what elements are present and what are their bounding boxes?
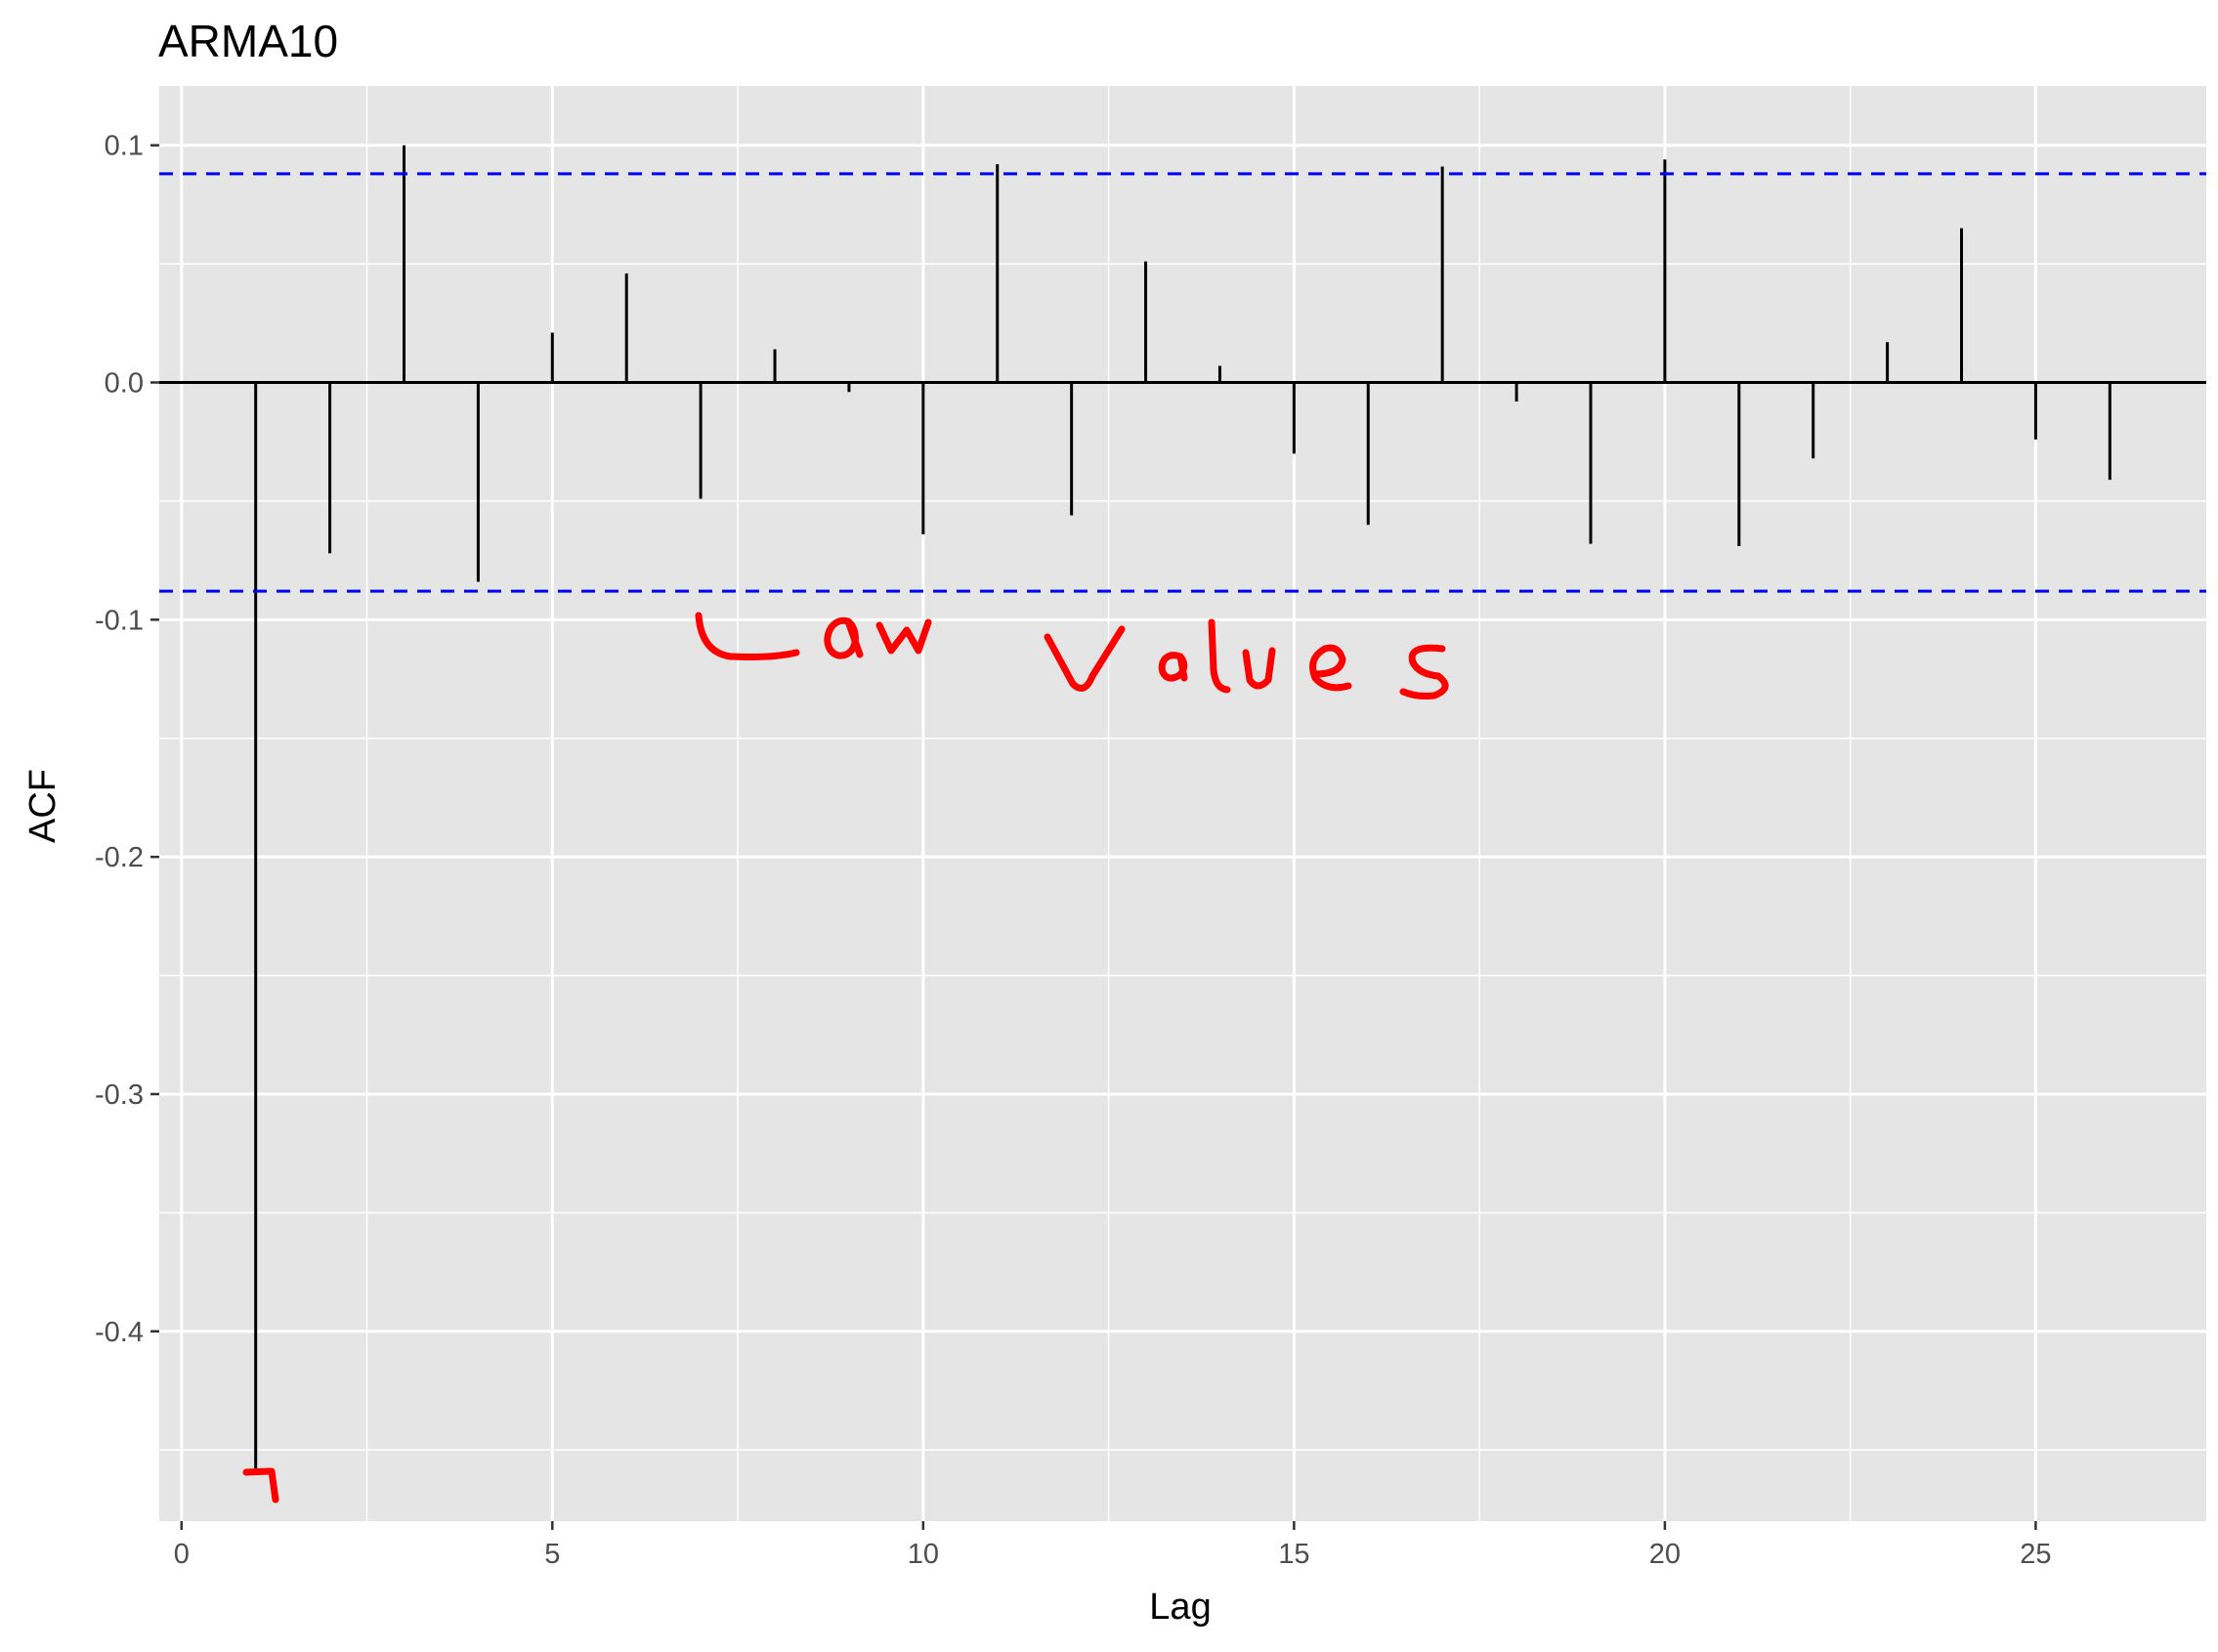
handwritten-annotation-seven bbox=[242, 1467, 279, 1504]
y-tick-label: -0.2 bbox=[95, 842, 144, 873]
grid-lines bbox=[159, 86, 2206, 1521]
x-axis-title: Lag bbox=[1149, 1587, 1211, 1628]
y-tick-label: -0.4 bbox=[95, 1317, 144, 1348]
plot-panel bbox=[159, 86, 2206, 1521]
y-tick-label: 0.0 bbox=[105, 368, 144, 400]
axes: 0 5 10 15 20 25 0.1 0.0 -0.1 -0.2 -0.3 -0.4 bbox=[95, 131, 2052, 1570]
x-tick-label: 10 bbox=[908, 1539, 939, 1570]
handwritten-annotation-low-values bbox=[695, 612, 1449, 699]
x-tick-label: 5 bbox=[544, 1539, 560, 1570]
y-tick-label: -0.1 bbox=[95, 605, 144, 636]
y-axis-title: ACF bbox=[22, 769, 64, 843]
x-tick-label: 15 bbox=[1278, 1539, 1309, 1570]
acf-bars bbox=[254, 145, 2111, 1474]
x-tick-label: 25 bbox=[2020, 1539, 2051, 1570]
x-tick-label: 20 bbox=[1649, 1539, 1681, 1570]
y-tick-label: -0.3 bbox=[95, 1080, 144, 1111]
y-tick-label: 0.1 bbox=[105, 131, 144, 162]
panel-background bbox=[159, 86, 2206, 1521]
x-tick-label: 0 bbox=[174, 1539, 190, 1570]
confidence-bounds bbox=[159, 172, 2206, 593]
chart-title: ARMA10 bbox=[158, 16, 338, 66]
